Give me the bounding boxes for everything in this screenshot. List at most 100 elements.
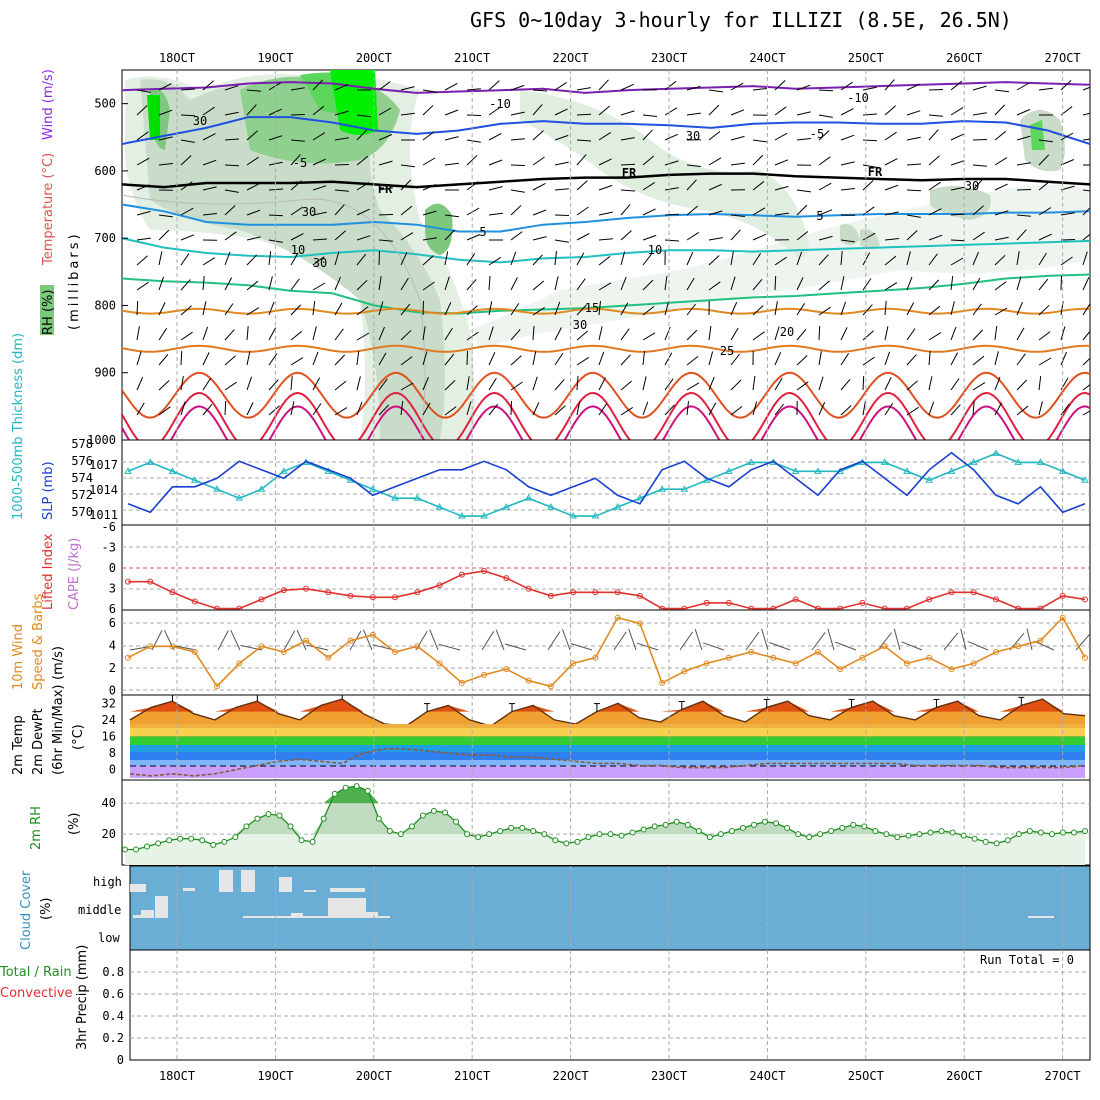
wind-barb [1082, 233, 1090, 241]
wind-barb [576, 356, 589, 366]
wind-barb [400, 86, 415, 91]
wind-barb [994, 157, 1008, 166]
wind-barb [510, 381, 523, 391]
wind-barb [532, 402, 540, 416]
rh-point-35 [508, 824, 515, 831]
wind-barb [202, 257, 216, 266]
contour-label-13: 25 [720, 344, 734, 358]
wind10-point-7 [280, 649, 287, 655]
wind-barb [642, 129, 653, 141]
lifted-index-point-17 [503, 575, 510, 582]
wind-barb [642, 376, 647, 391]
rh-point-87 [1082, 828, 1088, 834]
wind-barb [752, 305, 764, 316]
wind-barb [862, 401, 866, 416]
lifted-index-point-22 [614, 589, 621, 596]
wind-barb [202, 326, 209, 341]
wind-barb [906, 354, 917, 366]
cloud-bar-mid [291, 913, 303, 918]
thk-ytick-0: 578 [71, 437, 93, 451]
wind-barb [686, 277, 695, 291]
wind-barb [532, 351, 537, 366]
wind-barb [576, 232, 590, 241]
wind-barb [1038, 357, 1052, 366]
wind-barb [686, 112, 701, 116]
wind-barb [510, 251, 517, 266]
wind10-point-1 [147, 643, 154, 650]
wind-barb [950, 133, 964, 141]
wind-ytick-3: 0 [109, 684, 116, 698]
wind-barb [1082, 138, 1090, 141]
wind-barb [928, 89, 944, 91]
rh-point-32 [475, 834, 482, 841]
wind-barb [664, 133, 679, 141]
wind-barb [554, 108, 568, 116]
wind-barb [598, 105, 611, 116]
wind-barb [928, 305, 941, 316]
wind-barb [1016, 229, 1027, 241]
rh-point-34 [497, 828, 504, 834]
wind-barb [928, 279, 940, 291]
slp-ytick-0: 1017 [89, 458, 118, 472]
wind-barb [1082, 251, 1088, 266]
rh-point-57 [750, 821, 757, 828]
rh-point-28 [430, 807, 437, 814]
contour-label-8: 5 [479, 225, 486, 239]
wind-barb [840, 327, 848, 341]
wind-barb [158, 214, 173, 218]
lifted-index-point-7 [280, 587, 287, 594]
wind-barb [532, 104, 543, 116]
ylabel-cloud-cover: Cloud Cover [19, 870, 34, 950]
contour-label-7: 5 [816, 209, 823, 223]
upper-ytick-0: 500 [94, 97, 116, 111]
wind-barb [950, 107, 964, 116]
wind-barb [906, 251, 911, 266]
wind-barb [510, 277, 518, 291]
thickness-point-3 [190, 476, 199, 483]
wind-barb [752, 401, 758, 416]
wind-barb [972, 85, 987, 91]
wind-barb [642, 208, 656, 216]
wind-barb [686, 329, 698, 341]
wind10-barb [893, 628, 901, 651]
temp-ytick-3: 8 [109, 746, 116, 760]
wind10-point-26 [703, 660, 710, 667]
wind-barb [422, 89, 437, 93]
lifted-index-point-26 [703, 599, 710, 606]
thickness-point-2 [168, 467, 177, 474]
wind-barb [1082, 189, 1090, 192]
wind10-barb [694, 628, 703, 651]
wind-barb [884, 238, 899, 241]
wind-barb [620, 380, 633, 391]
ylabel-slp: SLP (mb) [41, 461, 56, 520]
wind-barb [400, 382, 414, 391]
wind-barb [862, 139, 878, 142]
wind-barb [950, 301, 955, 316]
lifted-index-point-8 [303, 585, 310, 592]
wind-barb [620, 83, 635, 91]
wind-barb [422, 351, 428, 366]
wind-gridlines [122, 603, 1090, 710]
wind-barb [136, 402, 145, 416]
wind-barb [708, 157, 722, 166]
wind10-line [127, 616, 1086, 688]
wind-barb [928, 253, 938, 266]
rh-point-72 [916, 831, 923, 838]
wind-barb [136, 300, 139, 316]
wind-barb [312, 79, 324, 91]
cloud-bar-high [330, 888, 365, 892]
wind-barb [994, 104, 1006, 116]
wind-barb [796, 328, 807, 341]
lifted-index-point-9 [325, 589, 332, 596]
wind-barb [246, 254, 258, 266]
wind-barb [840, 108, 854, 116]
ylabel-2m-rh: 2m RH [29, 806, 44, 850]
wind-barb [444, 109, 459, 116]
wind-barb [972, 205, 984, 216]
rh-point-69 [883, 831, 890, 838]
rh-point-46 [629, 829, 636, 836]
x-tick-bottom-6: 24OCT [749, 1069, 785, 1083]
wind-barb [620, 230, 632, 241]
wind-barb [576, 401, 581, 416]
wind-barb [1016, 251, 1020, 266]
